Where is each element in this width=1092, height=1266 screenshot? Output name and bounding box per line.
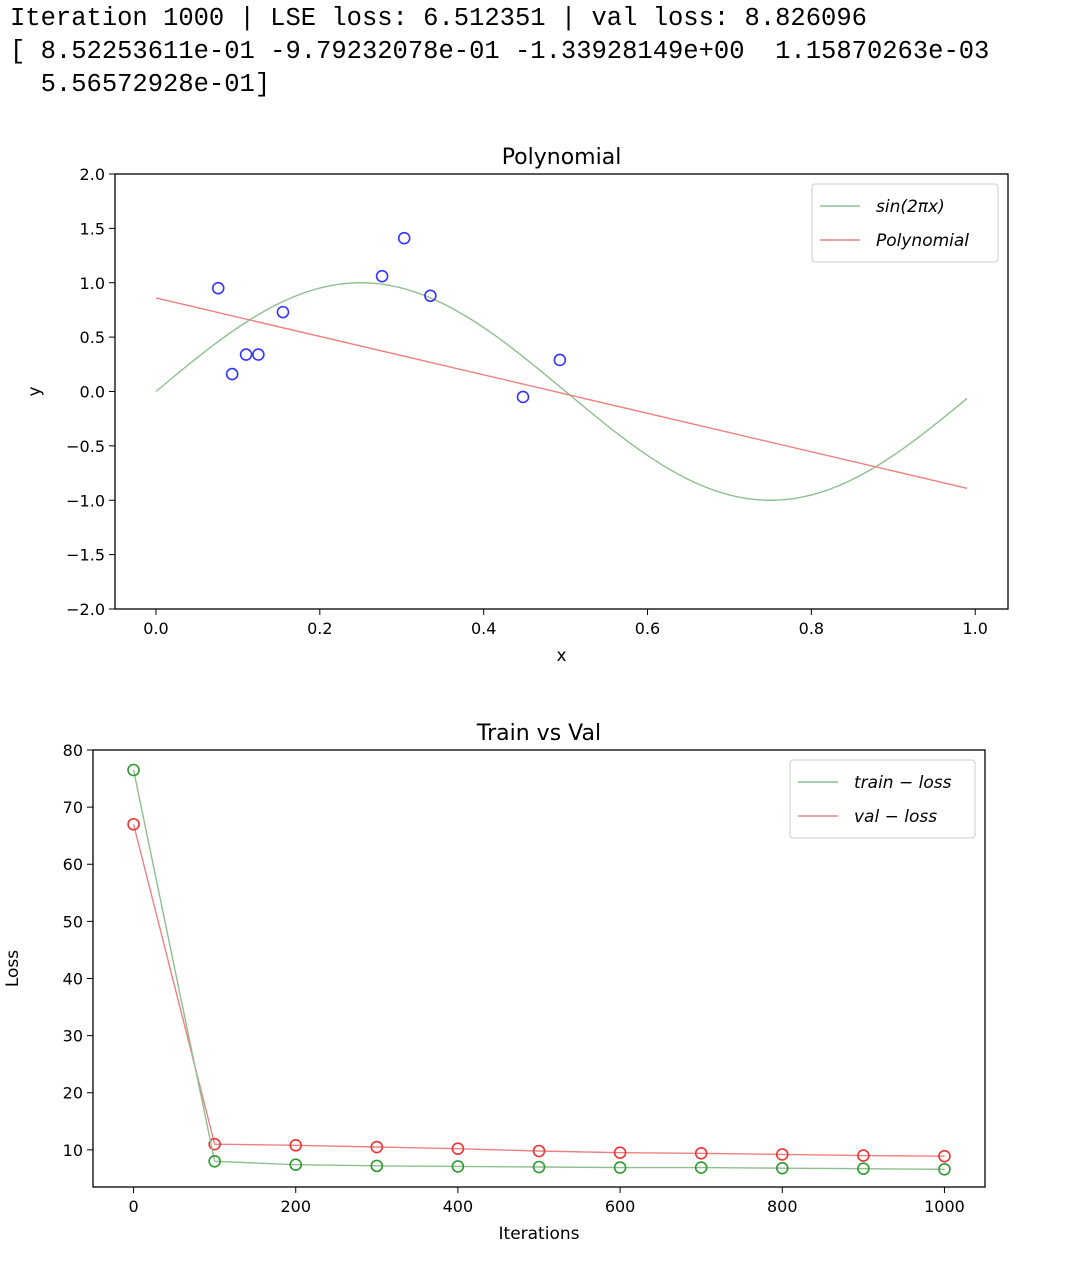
y-tick-label: −0.5 [66, 437, 105, 456]
series-point [127, 817, 140, 831]
series-point [208, 1137, 221, 1151]
sin-curve-line [155, 282, 968, 501]
y-tick-label: 10 [63, 1141, 83, 1160]
series-point [208, 1154, 221, 1168]
series-point [532, 1144, 546, 1158]
data-point [211, 281, 225, 295]
legend-entry-label: sin(2πx) [876, 197, 945, 217]
series-point [938, 1162, 951, 1176]
console-line: Iteration 1000 | LSE loss: 6.512351 | va… [10, 4, 867, 33]
y-tick-label: −1.0 [66, 491, 105, 510]
polynomial-chart: 0.0 0.2 0.4 0.6 0.8 1.0 2.0 1.5 1.0 0.5 0.0 −0.5 −1.… [25, 145, 1009, 666]
x-tick-label: 0.0 [143, 619, 168, 638]
chart-title: Train vs Val [476, 721, 601, 746]
legend-box [811, 183, 999, 263]
y-tick-label: −1.5 [66, 546, 105, 565]
series-point [775, 1148, 789, 1161]
series-point [289, 1158, 303, 1172]
series-point [532, 1160, 546, 1174]
series-point [289, 1138, 303, 1152]
series-line [132, 824, 945, 1157]
y-axis-label: y [25, 386, 45, 396]
y-tick-label: −2.0 [66, 600, 105, 619]
x-tick-label: 600 [605, 1197, 636, 1216]
data-point [252, 348, 265, 361]
y-tick-label: 1.0 [80, 274, 105, 293]
series-point [694, 1161, 708, 1174]
x-axis-label: Iterations [499, 1224, 580, 1244]
series-point [775, 1161, 789, 1175]
y-axis-label: Loss [3, 950, 23, 987]
legend-entry-label: train − loss [854, 773, 952, 793]
console-line: 5.56572928e-01] [10, 70, 271, 99]
x-axis-label: x [556, 646, 566, 666]
series-point [451, 1142, 465, 1156]
y-tick-label: 0.5 [80, 328, 105, 347]
polynomial-fit-line [155, 297, 968, 489]
x-tick-label: 400 [443, 1197, 474, 1216]
x-tick-label: 0.8 [799, 619, 824, 638]
data-point [276, 305, 290, 319]
series-point [857, 1149, 870, 1162]
y-tick-label: 2.0 [80, 165, 105, 184]
legend-box [789, 759, 976, 839]
console-output: Iteration 1000 | LSE loss: 6.512351 | va… [10, 2, 989, 101]
series-point [451, 1160, 465, 1173]
data-point [553, 353, 567, 367]
plot-frame [92, 749, 986, 1188]
x-tick-label: 0.6 [635, 619, 660, 638]
data-point [397, 231, 411, 245]
series-point [938, 1149, 951, 1163]
x-tick-label: 0.2 [307, 619, 332, 638]
y-tick-label: 40 [63, 969, 83, 988]
y-tick-label: 70 [63, 798, 83, 817]
y-tick-label: 1.5 [80, 219, 105, 238]
data-point [375, 269, 389, 283]
x-tick-label: 0 [128, 1197, 138, 1216]
series-point [370, 1159, 384, 1173]
series-point [694, 1146, 708, 1160]
y-tick-label: 80 [63, 741, 83, 760]
x-tick-label: 200 [280, 1197, 311, 1216]
train-vs-val-chart: 0 200 400 600 800 1000 10 20 30 40 50 60 70 80 Train v… [3, 721, 986, 1244]
series-point [857, 1162, 870, 1176]
y-tick-label: 30 [63, 1027, 83, 1046]
series-line [132, 769, 945, 1170]
legend-entry-label: Polynomial [876, 231, 969, 251]
x-tick-label: 1.0 [963, 619, 988, 638]
x-tick-label: 800 [767, 1197, 798, 1216]
series-point [613, 1146, 627, 1160]
y-tick-label: 20 [63, 1084, 83, 1103]
y-tick-label: 0.0 [80, 383, 105, 402]
data-point [424, 289, 437, 303]
series-point [370, 1140, 384, 1154]
chart-title: Polynomial [502, 145, 622, 170]
data-point [516, 390, 530, 404]
plot-frame [114, 173, 1009, 610]
y-tick-label: 50 [63, 912, 83, 931]
data-point [239, 348, 253, 361]
x-tick-label: 0.4 [471, 619, 496, 638]
series-point [613, 1161, 627, 1174]
data-point [225, 367, 239, 381]
x-tick-label: 1000 [924, 1197, 965, 1216]
series-point [127, 763, 140, 777]
legend-entry-label: val − loss [854, 807, 937, 827]
console-line: [ 8.52253611e-01 -9.79232078e-01 -1.3392… [10, 37, 990, 66]
y-tick-label: 60 [63, 855, 83, 874]
